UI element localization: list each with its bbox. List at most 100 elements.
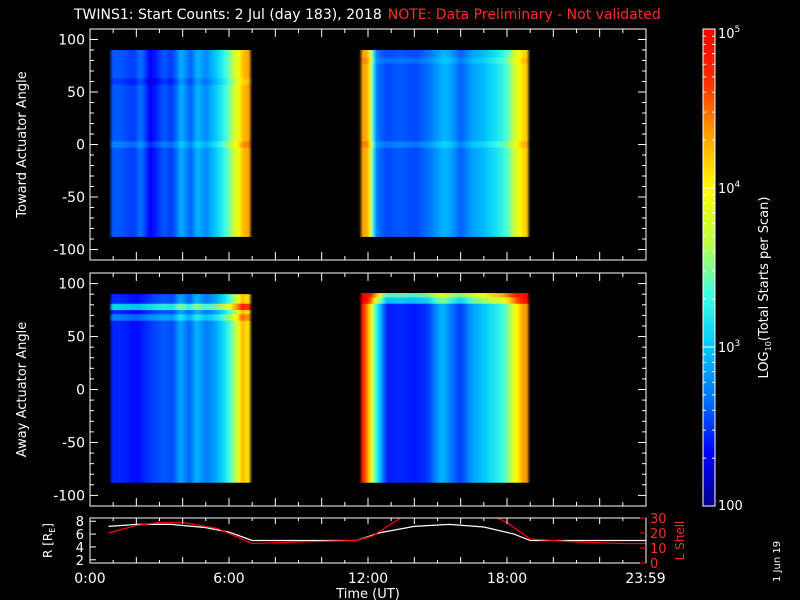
heatmap-cell <box>197 294 200 483</box>
heatmap-cell <box>414 294 417 483</box>
heatmap-band-cell <box>428 293 430 300</box>
heatmap-band-cell <box>519 141 522 148</box>
heatmap-band-cell <box>204 78 207 85</box>
heatmap-cell <box>371 294 374 483</box>
heatmap-band-cell <box>489 141 492 148</box>
colorbar-tick-base: 10 <box>718 341 735 356</box>
heatmap-band-cell <box>495 297 498 304</box>
heatmap-band-cell <box>127 314 129 321</box>
heatmap-band-cell <box>196 141 199 148</box>
heatmap-band-cell <box>476 141 479 148</box>
heatmap-cell <box>156 294 158 483</box>
heatmap-cell <box>468 294 471 483</box>
heatmap-band-cell <box>149 303 151 311</box>
heatmap-cell <box>161 294 164 483</box>
heatmap-band-cell <box>134 314 136 321</box>
heatmap-band-cell <box>193 78 195 85</box>
heatmap-band-cell <box>439 297 442 304</box>
heatmap-band-cell <box>429 293 432 300</box>
heatmap-cell <box>525 294 528 483</box>
heatmap-band-cell <box>451 297 454 304</box>
heatmap-band-cell <box>165 78 168 85</box>
heatmap-band-cell <box>188 78 191 85</box>
heatmap-band-cell <box>377 293 380 300</box>
heatmap-band-cell <box>486 57 488 64</box>
heatmap-band-cell <box>383 57 385 64</box>
heatmap-band-cell <box>434 297 436 304</box>
heatmap-band-cell <box>403 141 406 148</box>
heatmap-band-cell <box>202 314 205 321</box>
heatmap-band-cell <box>400 141 403 148</box>
heatmap-cell <box>164 294 166 483</box>
heatmap-cell <box>230 294 232 483</box>
heatmap-band-cell <box>156 78 158 85</box>
heatmap-band-cell <box>386 297 389 304</box>
heatmap-band-cell <box>194 303 197 311</box>
heatmap-band-cell <box>457 141 459 148</box>
heatmap-cell <box>227 294 230 483</box>
heatmap-band-cell <box>208 141 210 148</box>
heatmap-band-cell <box>384 293 386 300</box>
heatmap-band-cell <box>413 293 415 300</box>
title-main: TWINS1: Start Counts: 2 Jul (day 183), 2… <box>74 7 382 23</box>
heatmap-band-cell <box>164 314 166 321</box>
heatmap-band-cell <box>135 78 137 85</box>
heatmap-cell <box>475 294 478 483</box>
heatmap-band-cell <box>432 141 435 148</box>
heatmap-cell <box>502 294 505 483</box>
heatmap-band-cell <box>465 141 468 148</box>
heatmap-band-cell <box>237 78 239 85</box>
heatmap-band-cell <box>414 57 417 64</box>
heatmap-band-cell <box>398 57 400 64</box>
heatmap-band-cell <box>222 314 224 321</box>
heatmap-cell <box>401 294 404 483</box>
heatmap-band-cell <box>217 78 220 85</box>
date-stamp: 1 Jun 19 <box>772 540 783 582</box>
heatmap-band-cell <box>134 141 136 148</box>
heatmap-band-cell <box>247 303 250 311</box>
heatmap-band-cell <box>490 297 493 304</box>
heatmap-band-cell <box>186 78 188 85</box>
heatmap-band-cell <box>168 78 171 85</box>
heatmap-band-cell <box>125 78 128 85</box>
heatmap-band-cell <box>516 57 519 64</box>
heatmap-band-cell <box>472 293 475 300</box>
heatmap-band-cell <box>422 57 425 64</box>
heatmap-cell <box>218 294 221 483</box>
heatmap-cell <box>487 294 490 483</box>
heatmap-band-cell <box>154 303 157 311</box>
heatmap-band-cell <box>225 78 228 85</box>
heatmap-band-cell <box>120 78 122 85</box>
heatmap-cell <box>374 294 377 483</box>
heatmap-band-cell <box>408 141 411 148</box>
heatmap-cell <box>361 294 363 483</box>
heatmap-band-cell <box>365 297 368 304</box>
heatmap-band-cell <box>452 293 455 300</box>
heatmap-band-cell <box>469 141 472 148</box>
heatmap-cell <box>505 294 508 483</box>
heatmap-band-cell <box>130 141 133 148</box>
heatmap-band-cell <box>522 297 524 304</box>
heatmap-band-cell <box>161 303 164 311</box>
heatmap-band-cell <box>479 141 481 148</box>
heatmap-cell <box>168 294 171 483</box>
heatmap-band-cell <box>469 57 472 64</box>
heatmap-band-cell <box>460 293 463 300</box>
heatmap-band-cell <box>114 314 117 321</box>
heatmap-band-cell <box>449 141 451 148</box>
heatmap-band-cell <box>136 314 139 321</box>
heatmap-band-cell <box>497 141 500 148</box>
heatmap-band-cell <box>489 57 492 64</box>
heatmap-band-cell <box>222 141 224 148</box>
heatmap-band-cell <box>416 57 419 64</box>
heatmap-band-cell <box>210 314 213 321</box>
heatmap-band-cell <box>150 78 152 85</box>
heatmap-band-cell <box>421 57 424 64</box>
heatmap-band-cell <box>446 141 449 148</box>
heatmap-band-cell <box>413 57 415 64</box>
heatmap-band-cell <box>176 141 179 148</box>
heatmap-band-cell <box>187 303 190 311</box>
colorbar-tick-base: 10 <box>718 27 735 42</box>
heatmap-cell <box>479 294 481 483</box>
